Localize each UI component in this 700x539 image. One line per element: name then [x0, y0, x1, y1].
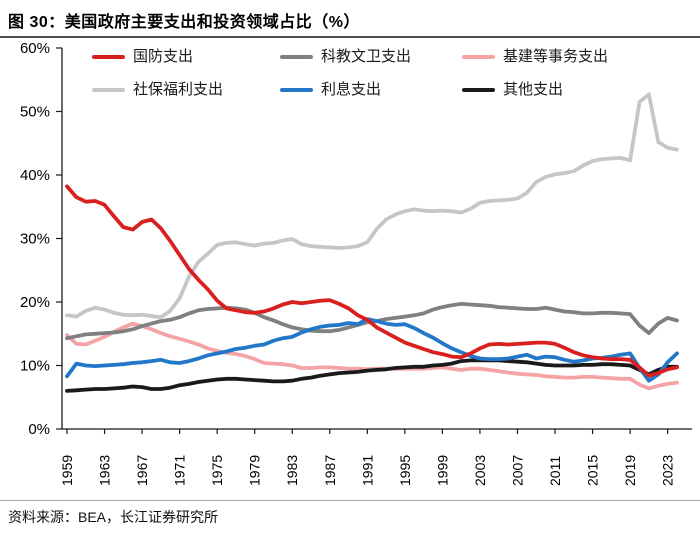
legend-swatch-icon [280, 88, 313, 92]
y-tick-label: 10% [20, 358, 50, 375]
x-tick-label: 2011 [547, 456, 563, 486]
x-tick-label: 2015 [585, 455, 601, 486]
x-tick-label: 1979 [247, 455, 263, 486]
legend-item-利息支出: 利息支出 [280, 81, 381, 99]
y-tick-label: 30% [20, 231, 50, 248]
x-tick-label: 2003 [472, 455, 488, 486]
series-line-社保福利支出 [65, 92, 679, 320]
series-line-其他支出 [65, 358, 679, 393]
x-tick-label: 1963 [97, 455, 113, 486]
x-tick-label: 2019 [622, 455, 638, 486]
series-line-国防支出 [65, 184, 679, 378]
x-tick-label: 2023 [660, 455, 676, 486]
y-tick-label: 20% [20, 294, 50, 311]
x-tick-label: 1959 [59, 455, 75, 486]
y-tick-label: 0% [28, 421, 50, 438]
x-tick-label: 1967 [134, 455, 150, 486]
legend-item-国防支出: 国防支出 [92, 48, 193, 66]
legend-label: 社保福利支出 [133, 81, 224, 98]
legend-swatch-icon [92, 55, 125, 59]
x-tick-label: 2007 [509, 455, 525, 486]
y-tick-label: 50% [20, 104, 50, 121]
series-line-利息支出 [65, 317, 679, 383]
legend-label: 国防支出 [133, 48, 194, 65]
title-divider [0, 36, 700, 38]
legend-item-科教文卫支出: 科教文卫支出 [280, 48, 411, 66]
legend-label: 其他支出 [503, 81, 564, 98]
x-tick-label: 1987 [322, 455, 338, 486]
y-tick-label: 60% [20, 40, 50, 57]
legend-swatch-icon [462, 55, 495, 59]
x-tick-label: 1975 [209, 455, 225, 486]
legend-swatch-icon [462, 88, 495, 92]
legend-item-基建等事务支出: 基建等事务支出 [462, 48, 608, 66]
x-tick-label: 1999 [434, 455, 450, 486]
x-tick-label: 1995 [397, 455, 413, 486]
x-tick-label: 1983 [284, 455, 300, 486]
x-tick-label: 1991 [359, 455, 375, 486]
figure-title: 图 30：美国政府主要支出和投资领域占比（%） [8, 14, 360, 31]
x-tick-label: 1971 [172, 455, 188, 486]
legend-item-社保福利支出: 社保福利支出 [92, 81, 223, 99]
legend-label: 利息支出 [321, 81, 382, 98]
legend-swatch-icon [92, 88, 125, 92]
legend-label: 科教文卫支出 [321, 48, 412, 65]
legend-label: 基建等事务支出 [503, 48, 609, 65]
legend-swatch-icon [280, 55, 313, 59]
y-tick-label: 40% [20, 167, 50, 184]
footer-divider [0, 500, 700, 501]
source-note: 资料来源：BEA，长江证券研究所 [8, 509, 219, 525]
legend-item-其他支出: 其他支出 [462, 81, 563, 99]
